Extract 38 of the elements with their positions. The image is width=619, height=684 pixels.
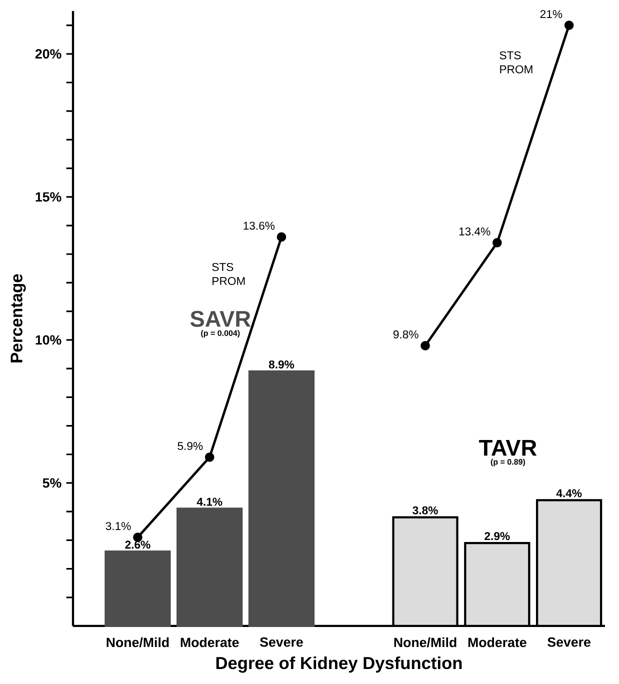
y-tick-label: 20% [35, 49, 62, 59]
x-tick-label: None/Mild [394, 637, 456, 648]
point [204, 452, 214, 462]
x-tick-label: Moderate [180, 637, 239, 648]
data-label: 13.4% [459, 227, 490, 236]
series-label: STS PROM [500, 51, 532, 74]
data-label: 5.9% [178, 442, 203, 450]
point [276, 232, 286, 242]
data-label: 8.9% [268, 360, 294, 368]
bar [176, 508, 243, 628]
bar [248, 370, 315, 628]
data-label: 4.1% [196, 498, 222, 506]
series-label: TAVR [479, 440, 537, 456]
x-tick-label: Severe [260, 637, 303, 647]
y-tick-label: 10% [36, 335, 62, 345]
data-label: 21% [540, 10, 562, 18]
y-tick-label: 5% [42, 478, 62, 488]
point [564, 20, 574, 30]
annotation: (p = 0.004) [201, 330, 240, 338]
x-tick-label: Moderate [468, 637, 526, 648]
data-label: 3.8% [412, 506, 438, 514]
data-label: 9.8% [393, 330, 418, 338]
bar [104, 550, 171, 628]
x-axis-title: Degree of Kidney Dysfunction [216, 656, 462, 673]
data-label: 4.4% [556, 489, 582, 498]
series-label: SAVR [190, 310, 251, 327]
annotation: (p = 0.89) [490, 458, 525, 466]
point [492, 238, 502, 248]
y-tick-label: 15% [36, 192, 62, 202]
data-label: 2.6% [125, 540, 150, 549]
x-tick-label: Severe [548, 637, 590, 647]
series-label: STS PROM [212, 262, 245, 285]
data-label: 3.1% [106, 522, 131, 530]
y-axis-title: Percentage [10, 274, 26, 362]
data-label: 2.9% [484, 532, 510, 540]
point [420, 341, 430, 350]
data-label: 13.6% [244, 222, 275, 230]
x-tick-label: None/Mild [106, 637, 169, 648]
